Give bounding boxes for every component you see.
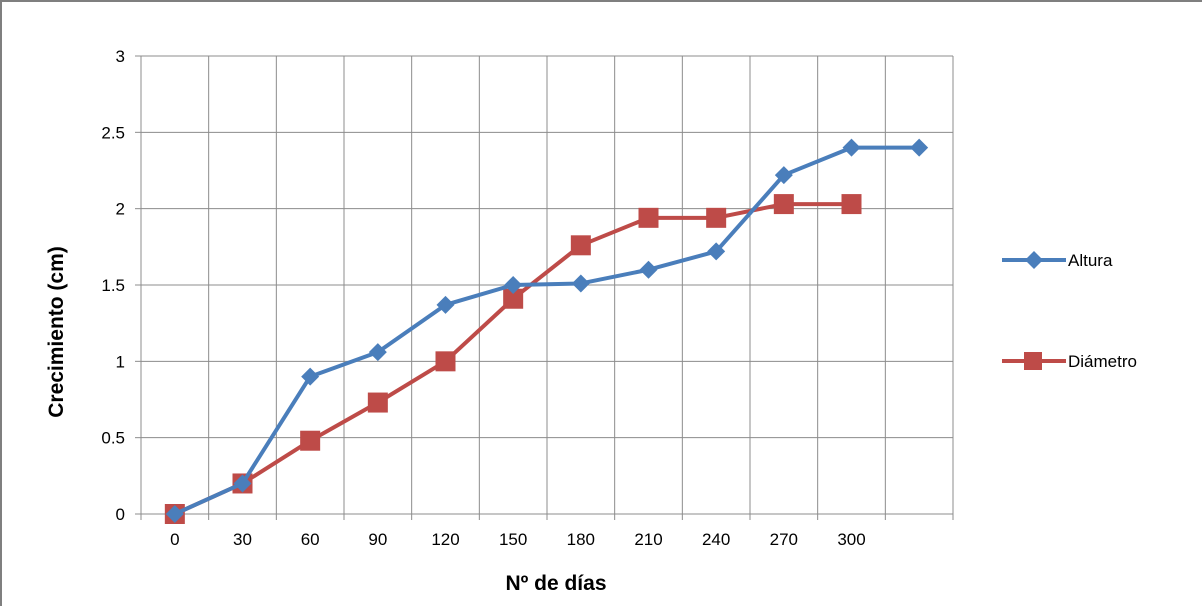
y-tick-label: 1 xyxy=(116,352,125,371)
data-point xyxy=(233,474,252,493)
data-point xyxy=(707,242,726,261)
data-point xyxy=(706,207,727,228)
data-point xyxy=(504,276,523,294)
data-point xyxy=(638,207,659,228)
x-tick-label: 180 xyxy=(567,530,595,549)
x-axis-title: Nº de días xyxy=(505,572,606,595)
data-point xyxy=(774,166,793,185)
x-tick-labels: 0 30 60 90 120 150 180 210 240 270 300 xyxy=(170,530,866,549)
y-tick-label: 2.5 xyxy=(101,123,125,142)
data-point xyxy=(773,194,794,215)
x-tick-label: 30 xyxy=(233,530,252,549)
legend-item: Diámetro xyxy=(1002,352,1137,371)
x-tick-label: 90 xyxy=(368,530,387,549)
data-point xyxy=(570,235,591,256)
legend: Altura Diámetro xyxy=(1002,251,1137,371)
x-tick-label: 210 xyxy=(634,530,662,549)
y-tick-label: 3 xyxy=(116,47,125,66)
series-altura xyxy=(165,138,929,523)
data-point xyxy=(571,274,590,293)
x-tick-label: 120 xyxy=(431,530,459,549)
x-tick-label: 0 xyxy=(170,530,179,549)
data-point xyxy=(165,505,184,523)
legend-item: Altura xyxy=(1002,251,1113,270)
data-point xyxy=(301,367,320,386)
series-diametro xyxy=(164,194,862,524)
data-point xyxy=(503,288,524,309)
x-tick-label: 150 xyxy=(499,530,527,549)
grid xyxy=(141,55,954,514)
data-point xyxy=(910,138,929,157)
y-tick-label: 0.5 xyxy=(101,429,125,448)
data-point xyxy=(368,343,387,362)
y-axis-title: Crecimiento (cm) xyxy=(45,246,68,418)
x-tick-label: 60 xyxy=(301,530,320,549)
data-point xyxy=(842,138,861,157)
series-line xyxy=(174,145,920,516)
x-tick-label: 240 xyxy=(702,530,730,549)
y-tick-labels: 0 0.5 1 1.5 2 2.5 3 xyxy=(101,47,125,524)
series-layer xyxy=(164,138,929,524)
x-tick-label: 270 xyxy=(770,530,798,549)
data-point xyxy=(841,194,862,215)
legend-label: Diámetro xyxy=(1068,352,1137,371)
data-point xyxy=(435,351,456,372)
data-point xyxy=(300,430,321,451)
data-point xyxy=(436,295,455,314)
y-tick-label: 1.5 xyxy=(101,276,125,295)
legend-marker xyxy=(1025,251,1043,269)
legend-marker xyxy=(1024,352,1042,370)
legend-label: Altura xyxy=(1068,251,1113,270)
y-tick-label: 2 xyxy=(116,200,125,219)
data-point xyxy=(639,260,658,279)
y-tick-label: 0 xyxy=(116,505,125,524)
data-point xyxy=(367,392,388,413)
axes xyxy=(135,55,954,520)
x-tick-label: 300 xyxy=(837,530,865,549)
